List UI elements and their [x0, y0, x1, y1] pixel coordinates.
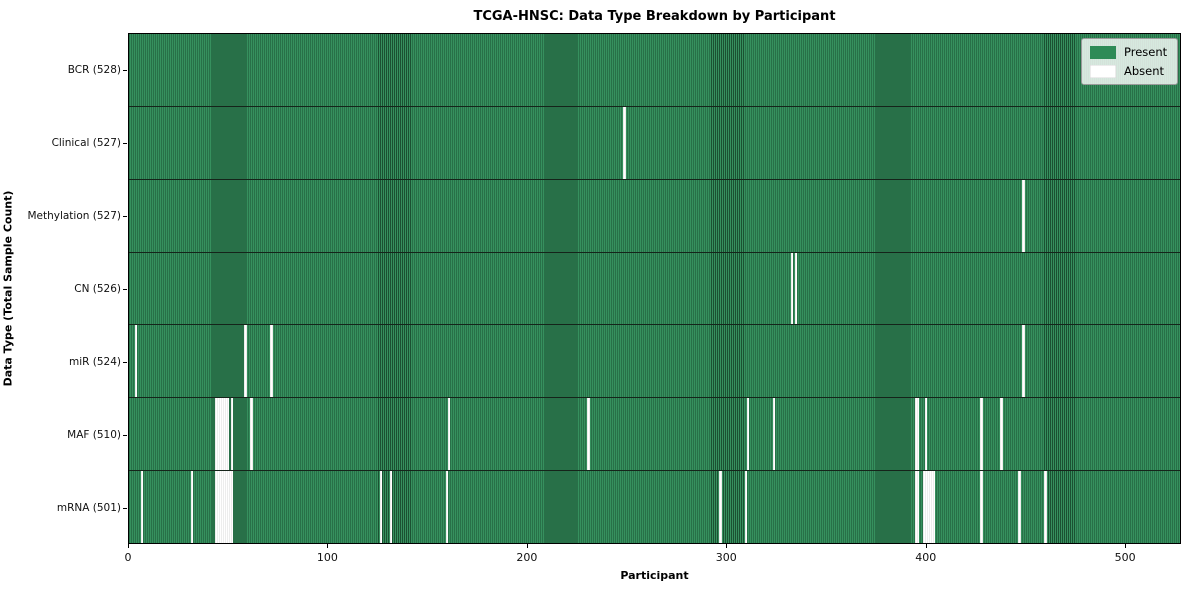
- x-tick-label: 500: [1114, 551, 1136, 564]
- y-axis-label: Data Type (Total Sample Count): [1, 190, 15, 387]
- absent-mark: [228, 471, 231, 544]
- x-tick-label: 100: [316, 551, 338, 564]
- x-tick-mark: [1125, 544, 1127, 548]
- x-tick-mark: [128, 544, 129, 548]
- y-tick-mark: [123, 507, 127, 509]
- absent-mark: [1044, 471, 1047, 544]
- absent-mark: [140, 471, 144, 544]
- absent-mark: [445, 471, 449, 544]
- absent-mark: [134, 325, 138, 398]
- row-Methylation: [129, 179, 1180, 253]
- absent-mark: [745, 471, 748, 544]
- y-tick-mark: [123, 361, 127, 363]
- absent-mark: [390, 471, 393, 544]
- absent-mark: [790, 252, 794, 325]
- legend-item-absent: Absent: [1090, 64, 1167, 78]
- absent-mark: [224, 398, 227, 471]
- plot-area: [128, 33, 1181, 544]
- row-CN: [129, 252, 1180, 326]
- y-tick-label: CN (526): [74, 282, 121, 295]
- absent-mark: [747, 398, 750, 471]
- x-tick-mark: [925, 544, 927, 548]
- y-tick-label: miR (524): [68, 355, 121, 368]
- x-tick-label: 300: [715, 551, 737, 564]
- legend-absent-label: Absent: [1124, 64, 1165, 78]
- absent-mark: [220, 398, 223, 471]
- absent-mark: [980, 398, 983, 471]
- absent-mark: [1000, 398, 1003, 471]
- absent-mark: [587, 398, 590, 471]
- absent-mark: [447, 398, 451, 471]
- row-mRNA: [129, 471, 1180, 544]
- absent-mark: [222, 398, 225, 471]
- absent-mark: [916, 471, 919, 544]
- absent-mark: [270, 325, 273, 398]
- absent-mark: [924, 398, 927, 471]
- absent-mark: [220, 471, 223, 544]
- chart-title: TCGA-HNSC: Data Type Breakdown by Partic…: [473, 9, 836, 24]
- absent-mark: [980, 471, 983, 544]
- absent-mark: [1018, 471, 1021, 544]
- y-tick-label: MAF (510): [67, 428, 121, 441]
- absent-mark: [250, 398, 253, 471]
- row-Clinical: [129, 106, 1180, 180]
- x-tick-mark: [327, 544, 329, 548]
- row-MAF: [129, 398, 1180, 472]
- absent-mark: [214, 471, 217, 544]
- absent-mark: [224, 471, 227, 544]
- absent-mark: [926, 471, 929, 544]
- absent-mark: [1022, 179, 1025, 252]
- absent-mark: [914, 471, 917, 544]
- absent-mark: [216, 398, 219, 471]
- absent-mark: [794, 252, 798, 325]
- row-miR: [129, 325, 1180, 399]
- x-tick-label: 0: [124, 551, 132, 564]
- absent-mark: [930, 471, 933, 544]
- y-tick-mark: [123, 142, 127, 144]
- absent-mark: [623, 106, 626, 179]
- absent-mark: [218, 398, 221, 471]
- absent-mark: [216, 471, 219, 544]
- absent-mark: [719, 471, 722, 544]
- absent-mark: [214, 398, 217, 471]
- absent-mark: [190, 471, 193, 544]
- absent-mark: [932, 471, 935, 544]
- absent-mark: [226, 398, 229, 471]
- y-tick-mark: [123, 288, 127, 290]
- x-axis-label: Participant: [620, 569, 689, 582]
- y-tick-mark: [123, 434, 127, 436]
- absent-mark: [916, 398, 919, 471]
- present-swatch-icon: [1090, 45, 1116, 59]
- legend-present-label: Present: [1124, 45, 1168, 59]
- absent-mark: [914, 398, 917, 471]
- row-BCR: [129, 34, 1180, 107]
- y-tick-label: BCR (528): [67, 63, 121, 76]
- y-tick-mark: [123, 69, 127, 71]
- absent-swatch-icon: [1090, 64, 1116, 78]
- absent-mark: [772, 398, 776, 471]
- legend: Present Absent: [1081, 38, 1179, 85]
- absent-mark: [244, 325, 247, 398]
- absent-mark: [924, 471, 927, 544]
- legend-item-present: Present: [1090, 45, 1167, 59]
- x-tick-mark: [526, 544, 528, 548]
- absent-mark: [230, 471, 233, 544]
- y-tick-label: Methylation (527): [27, 209, 121, 222]
- y-tick-mark: [123, 215, 127, 217]
- absent-mark: [922, 471, 925, 544]
- absent-mark: [222, 471, 225, 544]
- absent-mark: [1022, 325, 1025, 398]
- absent-mark: [230, 398, 233, 471]
- absent-mark: [380, 471, 383, 544]
- y-tick-label: Clinical (527): [51, 136, 121, 149]
- x-tick-label: 400: [915, 551, 937, 564]
- absent-mark: [226, 471, 229, 544]
- absent-mark: [218, 471, 221, 544]
- absent-mark: [928, 471, 931, 544]
- y-tick-label: mRNA (501): [56, 501, 121, 514]
- x-tick-label: 200: [516, 551, 538, 564]
- x-tick-mark: [726, 544, 728, 548]
